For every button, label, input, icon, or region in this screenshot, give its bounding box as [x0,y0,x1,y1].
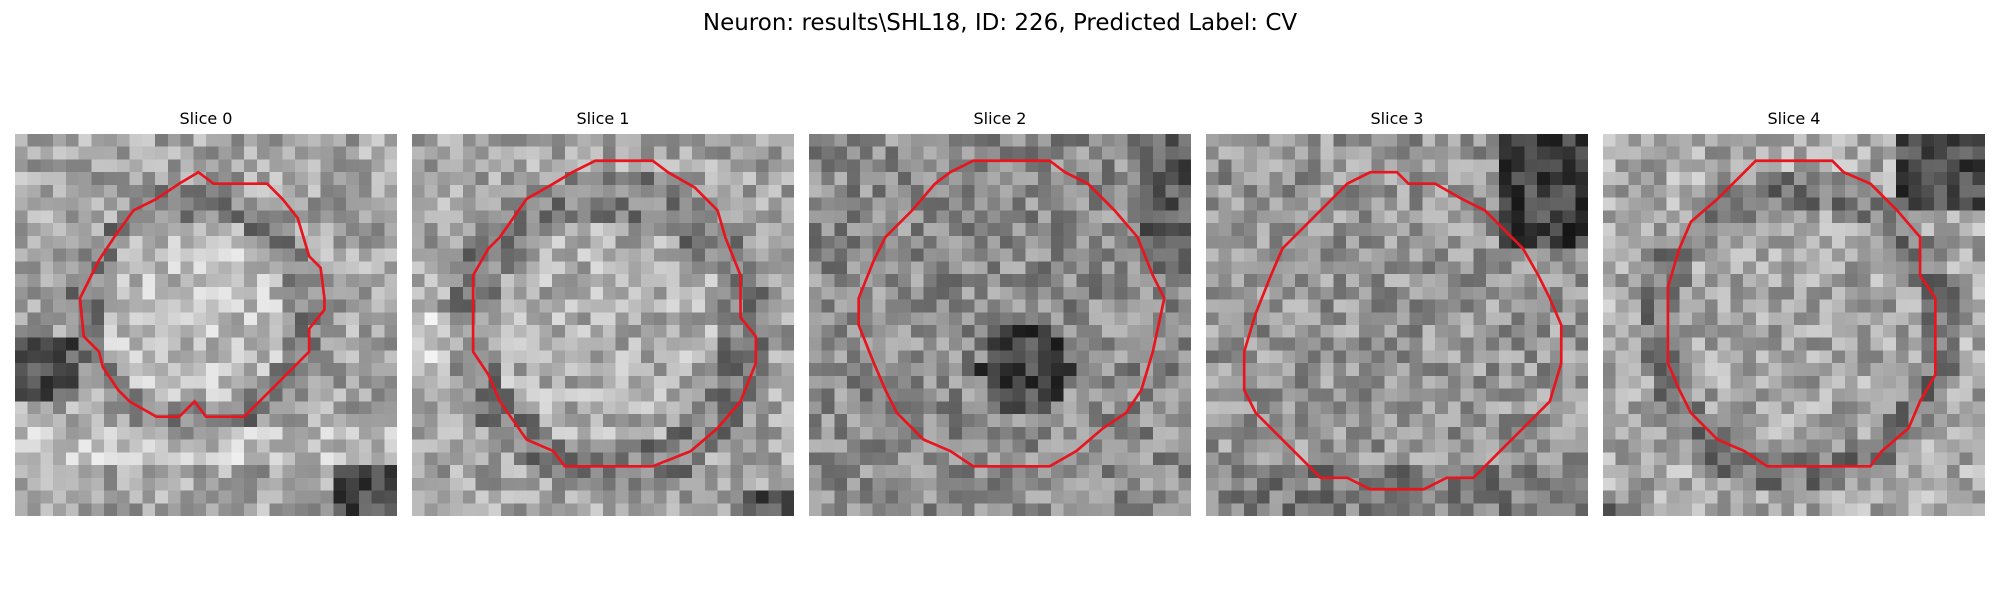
roi-contour [857,159,1166,468]
roi-contour-overlay [1242,170,1563,491]
slice-image [1603,134,1985,516]
slice-title: Slice 3 [1370,109,1424,128]
slice-title: Slice 4 [1767,109,1821,128]
roi-contour [78,170,326,419]
figure-title: Neuron: results\SHL18, ID: 226, Predicte… [702,10,1298,36]
roi-contour-overlay [1666,159,1937,468]
microscopy-slice [412,134,794,516]
roi-contour [1242,170,1563,491]
slice-image [1206,134,1588,516]
roi-contour-overlay [471,159,758,468]
slice-image [15,134,397,516]
microscopy-slice [15,134,397,516]
microscopy-slice [809,134,1191,516]
roi-contour [471,159,758,468]
slice-title: Slice 2 [973,109,1027,128]
roi-contour-overlay [78,170,326,419]
microscopy-slice [1206,134,1588,516]
slice-title: Slice 0 [179,109,233,128]
slice-image [809,134,1191,516]
slice-image [412,134,794,516]
slice-title: Slice 1 [576,109,630,128]
roi-contour-overlay [857,159,1166,468]
roi-contour [1666,159,1937,468]
